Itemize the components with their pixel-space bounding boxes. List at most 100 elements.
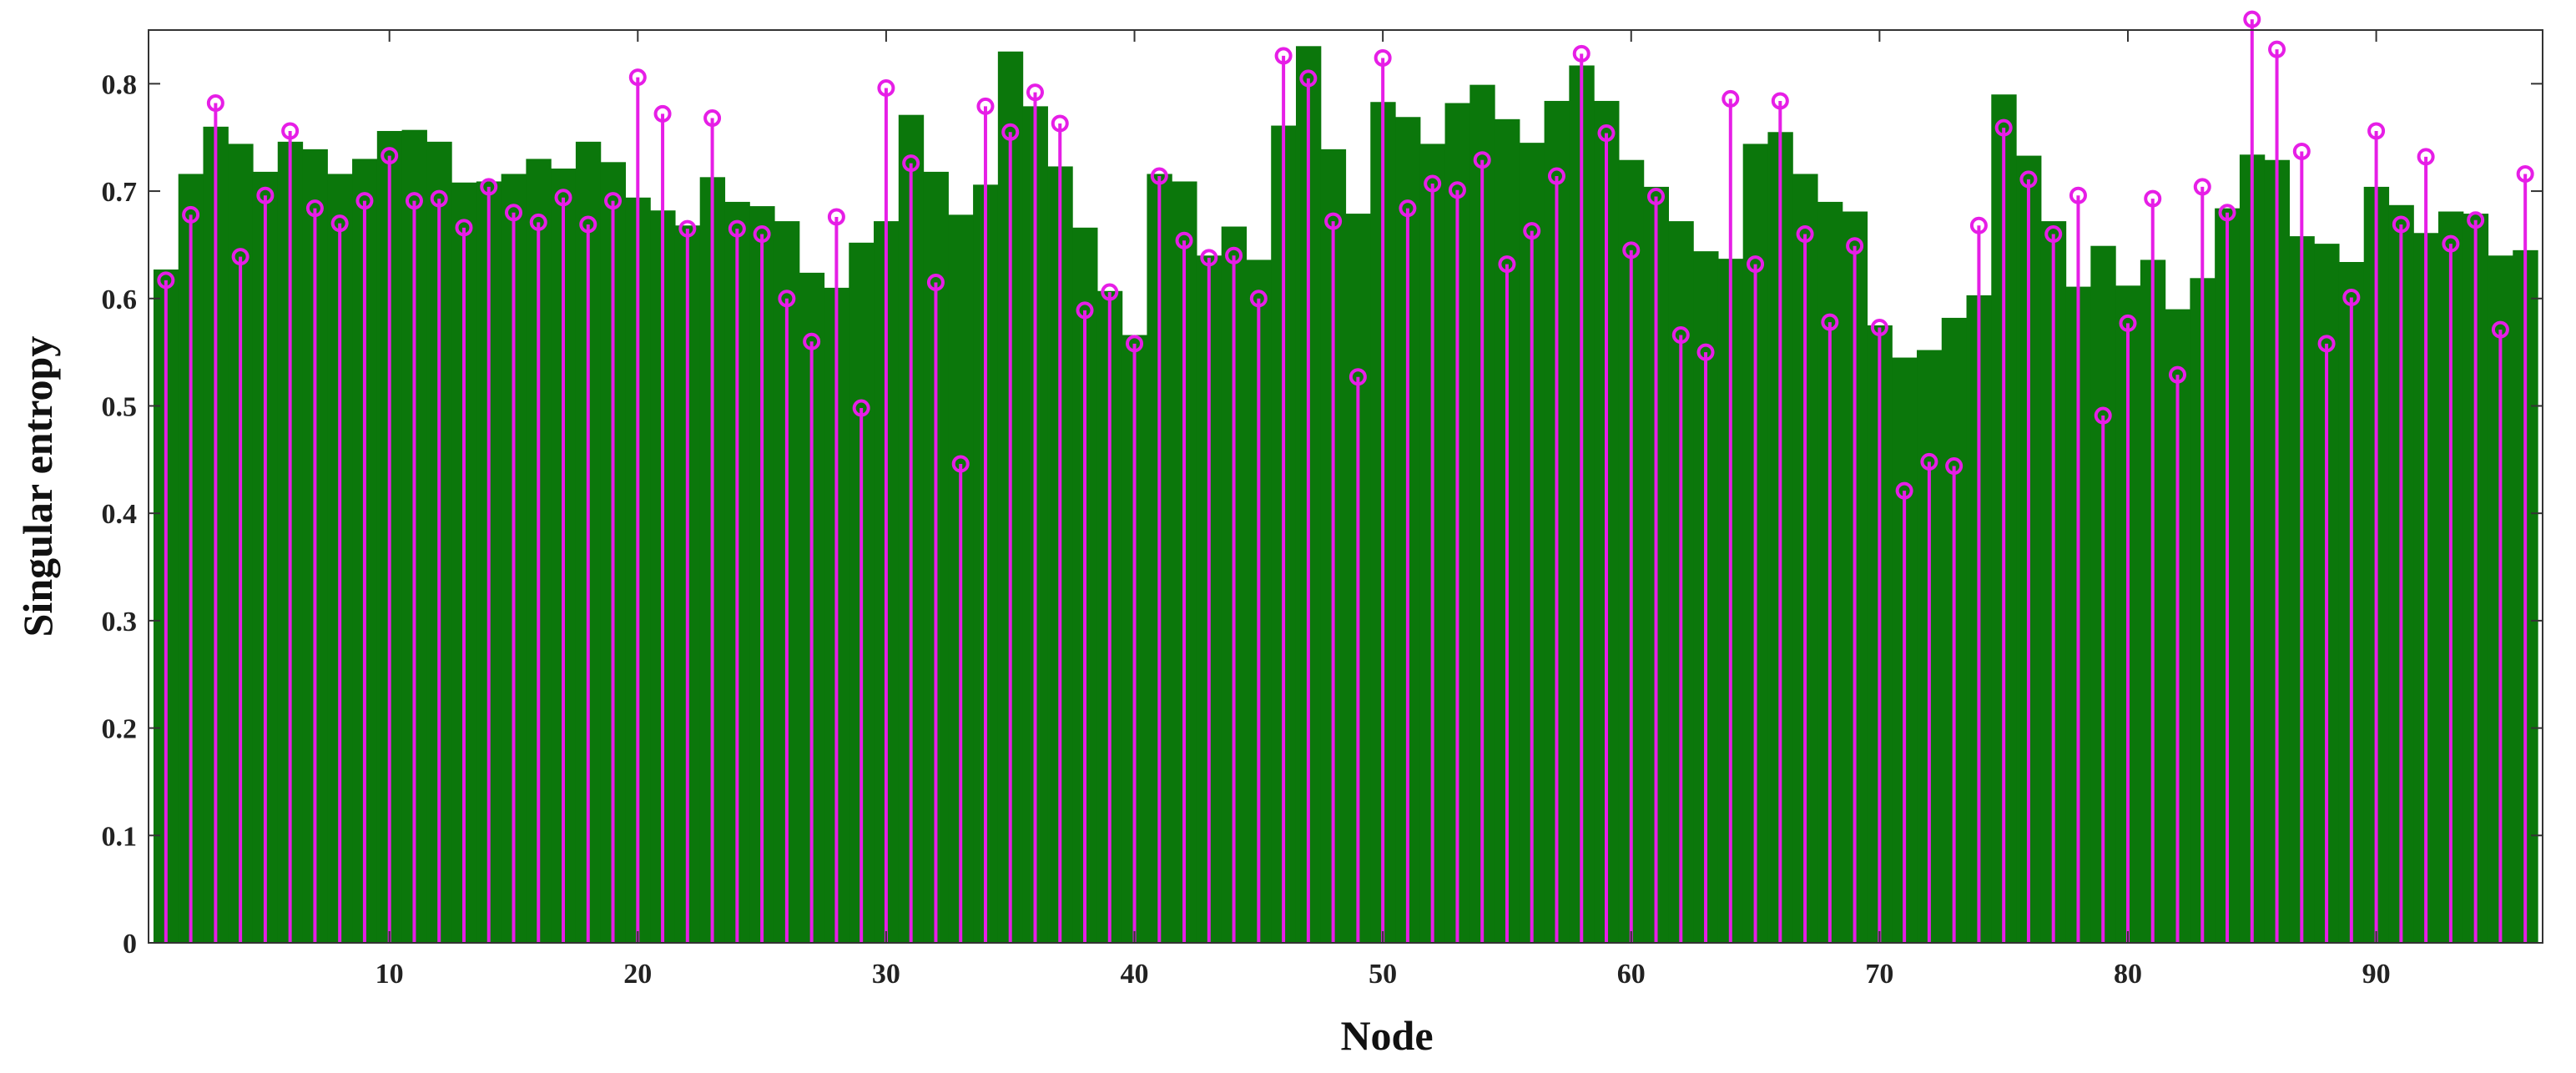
stem-marker <box>206 94 224 113</box>
stem-marker <box>1448 181 1466 199</box>
stem-marker <box>1299 69 1318 88</box>
stem-marker <box>653 104 672 123</box>
x-tick-label: 60 <box>1617 959 1646 990</box>
stem-marker <box>1249 290 1268 308</box>
stem-marker <box>728 219 746 238</box>
stem-marker <box>2044 225 2063 244</box>
x-axis-title: Node <box>1340 1012 1433 1059</box>
stem-marker <box>1920 452 1938 471</box>
stem-marker <box>2218 204 2236 222</box>
stem-marker <box>2243 10 2261 28</box>
x-tick-label: 20 <box>623 959 652 990</box>
stem-marker <box>1076 301 1094 320</box>
x-tick-label: 90 <box>2362 959 2391 990</box>
stem-marker <box>1647 187 1666 205</box>
stem-marker <box>2417 148 2435 166</box>
stem-marker <box>1994 118 2013 137</box>
stem-marker <box>1547 167 1565 185</box>
x-tick-label: 50 <box>1369 959 1397 990</box>
stem-marker <box>305 199 324 218</box>
stem-marker <box>2467 211 2485 229</box>
stem-marker <box>1895 481 1913 500</box>
stem-marker <box>678 219 697 238</box>
stem-marker <box>1498 255 1516 274</box>
stem-marker <box>430 189 448 208</box>
stem-marker <box>1821 313 1839 331</box>
y-tick-label: 0.6 <box>102 285 138 315</box>
stem-marker <box>1150 167 1168 185</box>
y-tick-label: 0.2 <box>102 714 138 745</box>
axes <box>148 29 2543 944</box>
stem-marker <box>1026 83 1044 102</box>
stem-marker <box>1597 124 1616 143</box>
stem-marker <box>182 205 200 224</box>
stem-marker <box>753 225 771 244</box>
stem-marker <box>1622 241 1641 259</box>
stem-marker <box>778 290 796 308</box>
stem-marker <box>529 213 547 231</box>
stem-marker <box>579 215 597 234</box>
stem-marker <box>554 189 572 207</box>
stem-marker <box>1001 123 1020 141</box>
stem-marker <box>480 178 498 196</box>
y-tick-label: 0.7 <box>102 177 138 208</box>
y-axis-title: Singular entropy <box>14 336 61 637</box>
y-tick-label: 0.5 <box>102 391 138 422</box>
stem-marker <box>1572 44 1590 63</box>
stem-marker <box>803 332 821 350</box>
stem-marker <box>1374 48 1392 67</box>
stem-marker <box>330 214 349 233</box>
stem-marker <box>604 192 623 210</box>
stem-marker <box>1870 319 1888 337</box>
stem-marker <box>355 192 374 210</box>
stem-marker <box>2442 234 2460 253</box>
y-tick-label: 0.1 <box>102 821 138 852</box>
stem-marker <box>1225 246 1243 264</box>
stem-marker <box>1846 237 1864 255</box>
stem-marker <box>2069 186 2087 204</box>
stem-marker <box>1473 151 1491 169</box>
stem-marker <box>2491 320 2509 339</box>
stem-marker <box>1969 216 1988 234</box>
stem-marker <box>1126 335 1144 353</box>
stem-marker <box>1523 222 1541 240</box>
x-tick-label: 10 <box>376 959 404 990</box>
y-tick-label: 0.8 <box>102 69 138 100</box>
stem-marker <box>381 147 399 165</box>
x-tick-label: 30 <box>872 959 900 990</box>
stem-marker <box>1796 225 1814 244</box>
stem-marker <box>2292 142 2311 160</box>
stem-marker <box>1348 368 1367 386</box>
stem-marker <box>2268 40 2286 58</box>
stem-marker <box>703 109 722 128</box>
stem-marker <box>455 219 473 237</box>
plot-frame <box>148 29 2543 944</box>
stem-marker <box>877 79 895 98</box>
stem-marker <box>951 455 970 473</box>
stem-marker <box>926 273 945 291</box>
stem-marker <box>827 208 845 226</box>
stem-marker <box>2193 178 2211 196</box>
x-tick-label: 40 <box>1121 959 1149 990</box>
stem-marker <box>2342 288 2361 306</box>
stem-marker <box>1747 255 1765 274</box>
stem-marker <box>1051 114 1069 133</box>
stem-marker <box>1671 326 1690 345</box>
y-axis-ticks: 0 0.1 0.2 0.3 0.4 0.5 0.6 0.7 0.8 <box>102 69 2543 960</box>
stem-marker <box>256 186 275 204</box>
stem-marker <box>976 97 995 115</box>
stem-marker <box>1101 283 1119 301</box>
stem-marker <box>1175 231 1193 249</box>
x-axis-ticks: 10 20 30 40 50 60 70 80 90 <box>376 30 2391 990</box>
stem-marker <box>157 271 175 290</box>
y-tick-label: 0.3 <box>102 607 138 637</box>
stem-marker <box>1200 249 1218 267</box>
stem-marker <box>2317 335 2336 353</box>
stem-marker <box>504 204 522 222</box>
stem-series <box>157 10 2534 943</box>
stem-marker <box>2144 189 2162 208</box>
stem-marker <box>1945 457 1964 476</box>
stem-marker <box>281 122 300 140</box>
stem-marker <box>2367 122 2386 140</box>
